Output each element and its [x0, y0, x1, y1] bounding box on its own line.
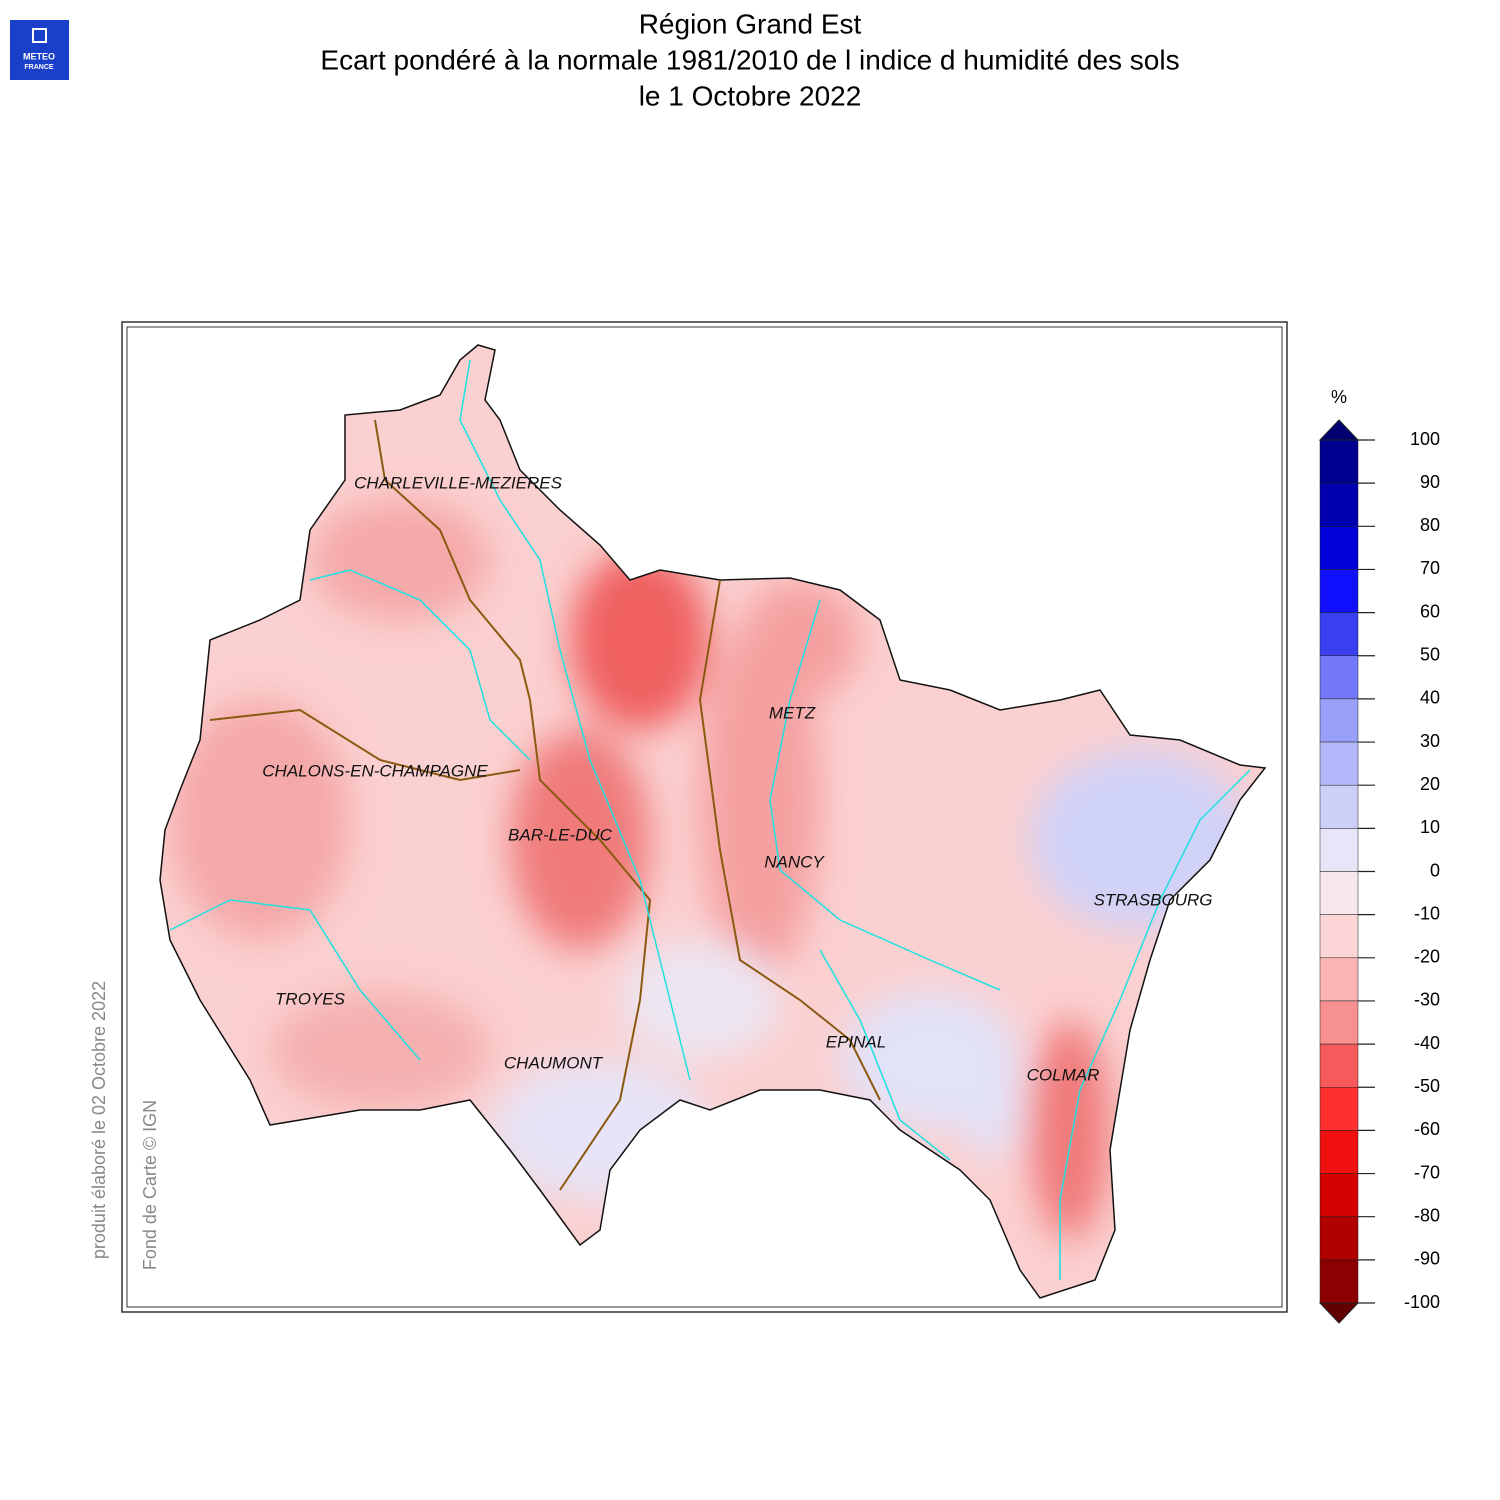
city-label: EPINAL	[826, 1032, 886, 1051]
map-frame	[126, 326, 1283, 1308]
colorbar-bin	[1319, 439, 1359, 484]
city-label: CHAUMONT	[504, 1053, 604, 1072]
city-label: STRASBOURG	[1093, 890, 1212, 909]
colorbar-tick-label: 80	[1420, 515, 1440, 535]
colorbar-tick-label: 50	[1420, 645, 1440, 665]
colorbar-tick-label: 70	[1420, 558, 1440, 578]
colorbar-tick-label: -40	[1414, 1033, 1440, 1053]
colorbar-tick-label: 0	[1430, 860, 1440, 880]
colorbar-bin	[1319, 741, 1359, 786]
colorbar-bin	[1319, 526, 1359, 570]
colorbar-tick-label: 10	[1420, 817, 1440, 837]
river	[309, 569, 531, 761]
title: le 1 Octobre 2022	[639, 80, 862, 111]
colorbar-bin	[1319, 1130, 1359, 1174]
river	[769, 599, 1001, 991]
map-frame	[121, 321, 1288, 1313]
colorbar-tick-label: -100	[1404, 1292, 1440, 1312]
colorbar-bin	[1319, 1173, 1359, 1217]
city-label: TROYES	[275, 989, 346, 1008]
basin-border	[209, 708, 521, 782]
colorbar-under	[1318, 1302, 1360, 1324]
colorbar-bin	[1319, 482, 1359, 527]
colorbar-over	[1318, 419, 1360, 441]
logo-text: FRANCE	[24, 64, 53, 71]
colorbar-bin	[1319, 957, 1359, 1002]
colorbar-tick-label: -70	[1414, 1162, 1440, 1182]
colorbar-bin	[1319, 1043, 1359, 1088]
colorbar-tick-label: 100	[1410, 429, 1440, 449]
colorbar-tick-label: -90	[1414, 1249, 1440, 1269]
colorbar-bin	[1319, 1216, 1359, 1261]
city-label: NANCY	[764, 852, 825, 871]
colorbar-bin	[1319, 1000, 1359, 1045]
colorbar-tick-label: 90	[1420, 472, 1440, 492]
colorbar-tick-label: -60	[1414, 1119, 1440, 1139]
river	[1059, 769, 1251, 1280]
colorbar-bin	[1319, 569, 1359, 613]
colorbar-tick-label: -20	[1414, 947, 1440, 967]
colorbar-bin	[1319, 828, 1359, 872]
city-label: COLMAR	[1027, 1065, 1100, 1084]
basin-border	[698, 579, 881, 1101]
river	[169, 899, 421, 1061]
city-label: CHARLEVILLE-MEZIERES	[354, 473, 562, 492]
colorbar-tick-label: 20	[1420, 774, 1440, 794]
colorbar-bin	[1319, 1259, 1359, 1304]
colorbar-tick-label: -50	[1414, 1076, 1440, 1096]
colorbar-bin	[1319, 655, 1359, 700]
colorbar-tick-label: -30	[1414, 990, 1440, 1010]
colorbar-tick-label: 60	[1420, 601, 1440, 621]
title: Ecart pondéré à la normale 1981/2010 de …	[320, 44, 1179, 75]
title: Région Grand Est	[639, 8, 862, 39]
colorbar-bin	[1319, 698, 1359, 743]
colorbar-bin	[1319, 1087, 1359, 1131]
logo-icon	[32, 28, 47, 43]
river	[819, 949, 951, 1161]
colorbar-bin	[1319, 914, 1359, 959]
credit: produit élaboré le 02 Octobre 2022	[89, 981, 109, 1259]
river	[459, 359, 691, 1081]
colorbar-bin	[1319, 784, 1359, 829]
colorbar-bin	[1319, 871, 1359, 915]
city-label: METZ	[769, 703, 816, 722]
colorbar-tick-label: -80	[1414, 1205, 1440, 1225]
colorbar-bin	[1319, 612, 1359, 656]
colorbar-tick-label: -10	[1414, 903, 1440, 923]
basin-border	[374, 419, 652, 1191]
colorbar-tick-label: 40	[1420, 688, 1440, 708]
colorbar-unit: %	[1331, 387, 1347, 407]
city-label: CHALONS-EN-CHAMPAGNE	[262, 761, 488, 780]
logo-text: METEO	[23, 51, 55, 61]
city-label: BAR-LE-DUC	[508, 825, 613, 844]
credit: Fond de Carte © IGN	[140, 1100, 160, 1270]
colorbar-tick-label: 30	[1420, 731, 1440, 751]
